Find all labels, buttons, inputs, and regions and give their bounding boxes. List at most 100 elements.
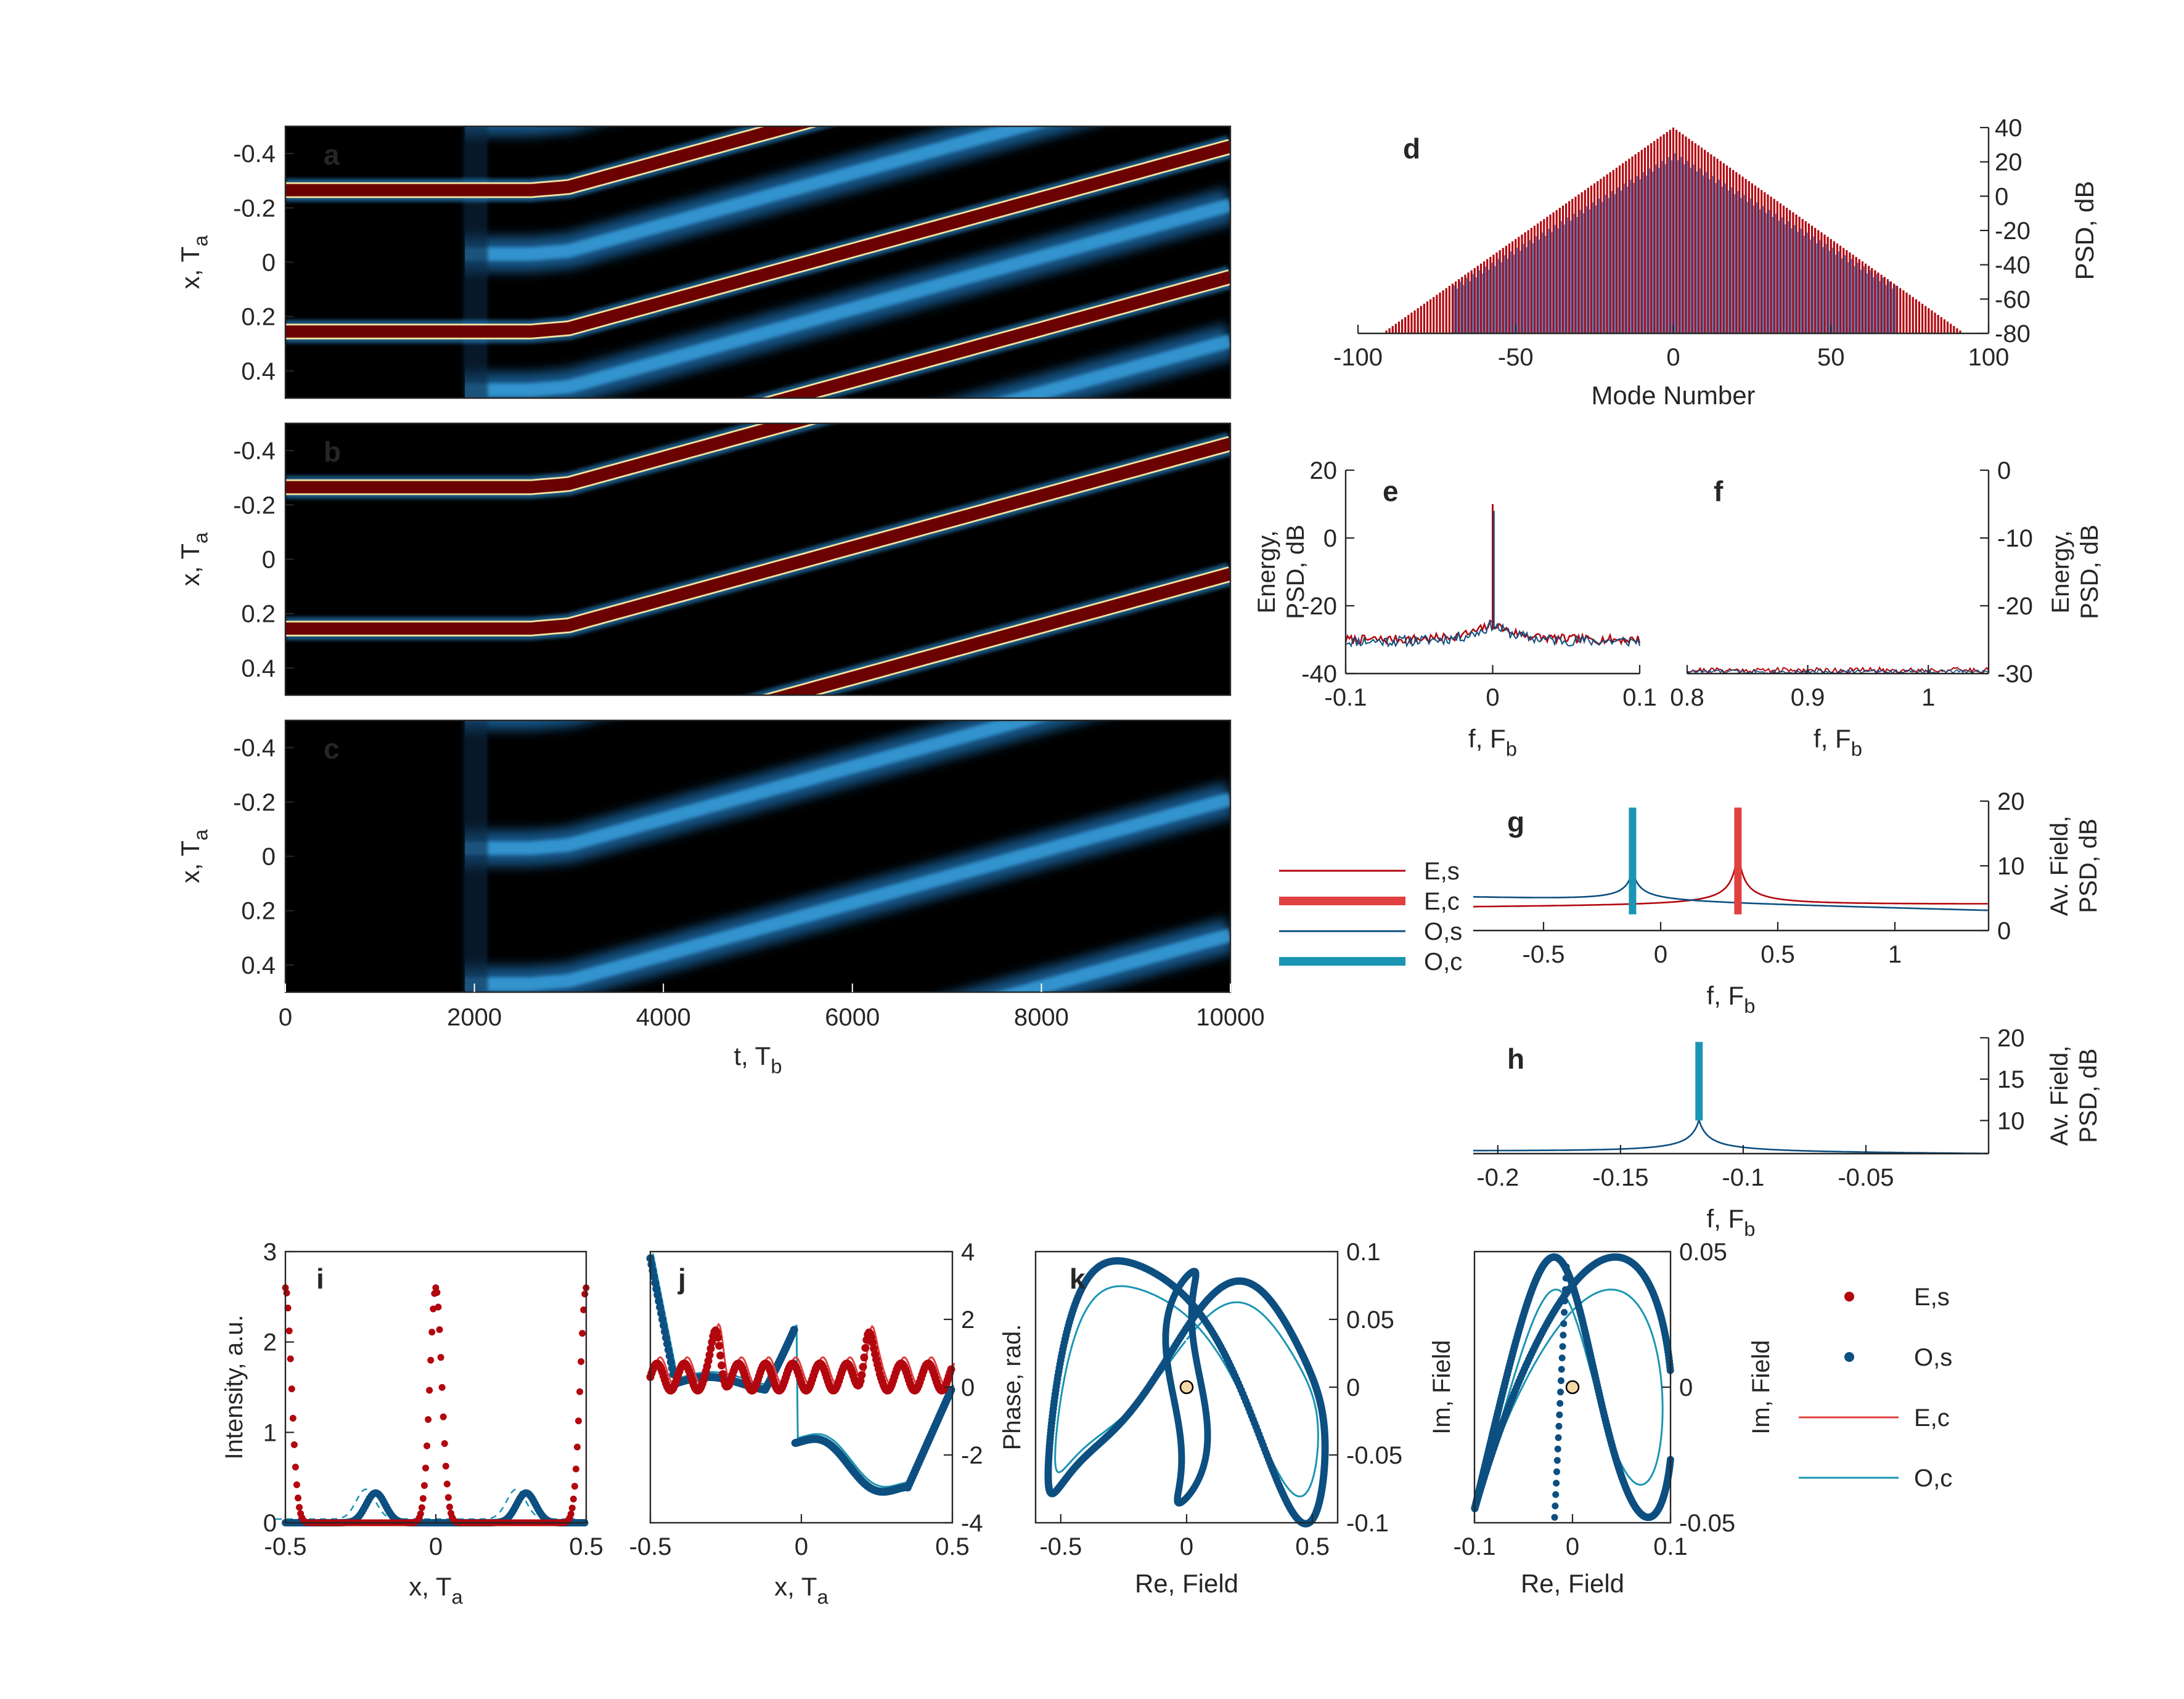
dot-E-s: [947, 1365, 955, 1374]
y-tick-label-c: -0.2: [233, 789, 276, 816]
y-axis-label-a: x, Ta: [176, 235, 211, 289]
dot-E-s: [579, 1330, 586, 1337]
y-tick-label-j: -2: [961, 1442, 983, 1469]
x-tick-label-k2: 0: [1566, 1533, 1579, 1560]
panel-label-b: b: [324, 436, 341, 468]
legend-swatch: [1844, 1292, 1854, 1302]
legend-label: O,c: [1424, 948, 1462, 976]
x-axis-label-f: f, Fb: [1814, 724, 1862, 760]
dot-E-s: [423, 1442, 431, 1449]
heatmap-trace: [996, 334, 1230, 398]
panel-label-d: d: [1403, 132, 1420, 165]
legend-swatch: [1844, 1352, 1854, 1362]
panel-label-i: i: [316, 1263, 324, 1295]
legend-label: E,c: [1424, 888, 1460, 915]
y-axis-label-d: PSD, dB: [2070, 181, 2099, 280]
dot-E-s: [418, 1504, 425, 1512]
dot-E-s: [570, 1496, 577, 1503]
panel-label-k1: k: [1070, 1263, 1086, 1295]
panel-label-f: f: [1714, 475, 1724, 507]
dot-O-s: [1561, 1297, 1568, 1305]
heatmap-trace: [285, 423, 813, 494]
y-tick-label-g: 10: [1997, 853, 2025, 880]
x-axis-label-k2: Re, Field: [1521, 1569, 1624, 1598]
dot-O-s: [1552, 1502, 1559, 1510]
dot-O-s: [653, 1290, 662, 1299]
heatmap-trace: [285, 1207, 1230, 1391]
legend-label: O,s: [1914, 1344, 1952, 1371]
y-axis-label-i: Intensity, a.u.: [221, 1315, 248, 1460]
y-tick-label-i: 1: [263, 1419, 277, 1446]
dot-O-s: [1560, 1332, 1567, 1339]
dot-E-s: [706, 1344, 715, 1353]
x-axis-label-h: f, Fb: [1707, 1204, 1756, 1240]
dot-O-s: [1552, 1491, 1560, 1498]
dot-E-s: [435, 1303, 442, 1311]
heatmap-trace: [285, 141, 1230, 338]
dot-O-s: [1558, 1354, 1566, 1361]
y-tick-label-g: 20: [1997, 788, 2025, 815]
y-tick-label-f: -20: [1997, 593, 2033, 620]
x-tick-label-e: -0.1: [1325, 684, 1367, 711]
y-tick-label-k2: 0: [1679, 1374, 1693, 1401]
x-axis-label-i: x, Ta: [409, 1572, 463, 1608]
y-tick-label-b: -0.2: [233, 492, 276, 519]
y-tick-label-d: -80: [1995, 320, 2031, 348]
heatmap-trace: [285, 987, 1230, 1172]
dot-E-s: [856, 1377, 865, 1385]
y-tick-label-e: 20: [1310, 457, 1338, 484]
dot-O-s: [647, 1260, 656, 1269]
dot-E-s: [441, 1440, 448, 1447]
y-tick-label-d: -60: [1995, 286, 2031, 313]
y-tick-label-d: 0: [1995, 183, 2008, 210]
dot-E-s: [581, 1290, 589, 1298]
y-axis-label-k2-right: Im, Field: [1748, 1340, 1775, 1434]
x-axis-label-e: f, Fb: [1468, 724, 1517, 760]
dot-O-s: [664, 1346, 673, 1354]
y-axis-label-k2: Im, Field: [1428, 1340, 1455, 1434]
dot-E-s: [419, 1495, 427, 1502]
heatmap-trace: [766, 271, 1230, 398]
y-axis-label-c: x, Ta: [176, 829, 211, 883]
heatmap-trace: [285, 0, 1230, 60]
y-tick-label-g: 0: [1997, 918, 2011, 945]
legend-label: E,s: [1424, 858, 1460, 885]
dot-E-s: [444, 1494, 452, 1501]
heatmap-trace: [285, 1207, 1230, 1391]
dot-O-s: [655, 1297, 663, 1305]
y-tick-label-c: -0.4: [233, 735, 276, 762]
x-tick-label-g: -0.5: [1523, 941, 1565, 968]
bars-d: [1385, 128, 1961, 333]
trace-O-s: [1473, 870, 1988, 911]
x-tick-label-f: 0.8: [1670, 684, 1704, 711]
dot-O-s: [1555, 1434, 1562, 1441]
dot-E-s: [437, 1354, 444, 1361]
y-tick-label-k1: 0.1: [1346, 1239, 1381, 1266]
y-tick-label-j: 0: [961, 1374, 975, 1401]
y-tick-label-f: -30: [1997, 661, 2033, 688]
y-tick-label-d: -20: [1995, 218, 2031, 245]
y-tick-label-k1: 0.05: [1346, 1306, 1394, 1334]
dot-E-s: [296, 1504, 303, 1511]
heatmap-trace: [285, 0, 1230, 60]
dot-E-s: [714, 1333, 722, 1342]
heatmap-a: [285, 0, 1230, 398]
y-tick-label-k2: 0.05: [1679, 1239, 1727, 1266]
dot-O-s: [1561, 1286, 1569, 1294]
heatmap-trace: [996, 928, 1230, 992]
y-axis-label2-h: PSD, dB: [2075, 1048, 2102, 1143]
x-axis-label-g: f, Fb: [1707, 981, 1756, 1017]
x-tick-label-k2: 0.1: [1653, 1533, 1688, 1560]
y-axis-label-h: Av. Field,: [2046, 1045, 2073, 1146]
x-tick-label-c: 8000: [1014, 1004, 1069, 1031]
dot-E-s: [705, 1351, 714, 1359]
dot-E-s: [578, 1358, 585, 1366]
y-tick-label-k1: -0.1: [1346, 1510, 1389, 1537]
panel-label-e: e: [1383, 475, 1399, 507]
dot-O-s: [668, 1364, 676, 1372]
x-tick-label-k1: 0.5: [1295, 1533, 1330, 1560]
dot-E-s: [719, 1370, 727, 1379]
x-tick-label-h: -0.2: [1476, 1164, 1519, 1191]
dot-O-s: [665, 1351, 674, 1360]
x-tick-label-d: 100: [1968, 344, 2010, 371]
